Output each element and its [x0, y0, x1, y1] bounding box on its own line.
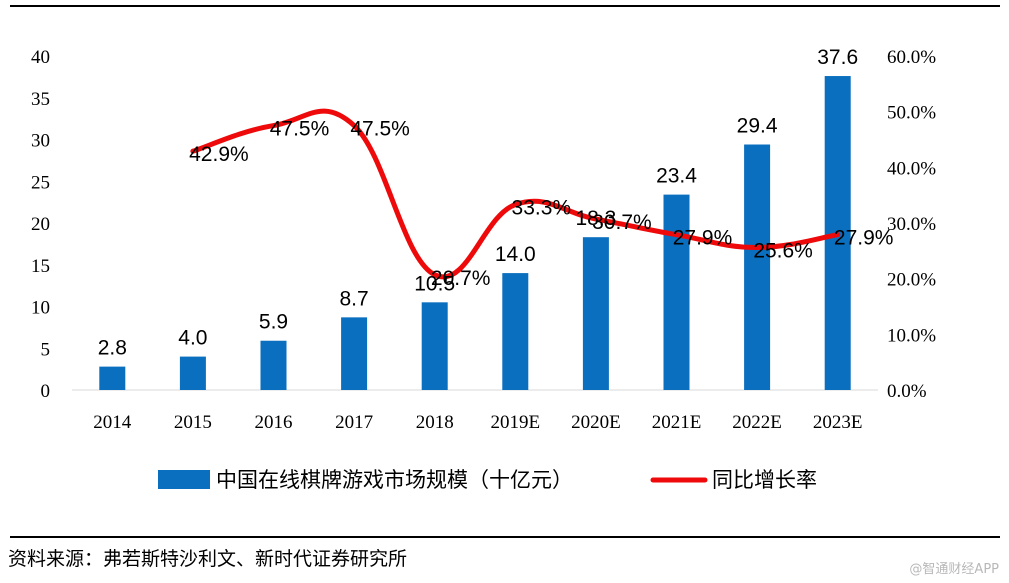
y-right-tick-label: 60.0% [887, 47, 936, 68]
legend: 中国在线棋牌游戏市场规模（十亿元） 同比增长率 [158, 468, 817, 492]
y-left-tick-label: 25 [31, 172, 50, 193]
bar-value-label: 18.3 [575, 207, 616, 230]
y-left-tick-label: 20 [31, 214, 50, 235]
x-tick-label: 2023E [813, 412, 863, 433]
growth-rate-label: 20.7% [431, 267, 491, 290]
legend-bar-swatch [158, 470, 210, 489]
y-left-tick-label: 15 [31, 256, 50, 277]
legend-bar-label: 中国在线棋牌游戏市场规模（十亿元） [216, 468, 573, 492]
bar [744, 144, 771, 390]
line-series [190, 108, 841, 280]
bar-value-label: 37.6 [817, 46, 858, 69]
bar [421, 302, 448, 390]
y-right-tick-label: 40.0% [887, 158, 936, 179]
bar [341, 317, 368, 390]
growth-rate-line [190, 108, 841, 280]
x-tick-label: 2020E [571, 412, 621, 433]
bar-value-label: 10.5 [414, 272, 455, 295]
bar-value-label: 14.0 [495, 243, 536, 266]
bar-series [99, 76, 851, 390]
x-tick-label: 2016 [255, 412, 293, 433]
bar-value-label: 4.0 [178, 327, 207, 350]
x-tick-label: 2019E [490, 412, 540, 433]
growth-rate-label: 27.9% [673, 227, 733, 250]
x-tick-label: 2021E [652, 412, 702, 433]
y-left-tick-label: 10 [31, 298, 50, 319]
axes: 0 5 10 15 20 25 30 35 40 0.0% 10.0% 20.0% 30.0% 40.0%… [31, 47, 936, 433]
growth-rate-label: 47.5% [270, 118, 330, 141]
y-left-tick-label: 30 [31, 131, 50, 152]
y-left-tick-label: 0 [41, 381, 51, 402]
x-tick-label: 2014 [93, 412, 132, 433]
watermark: @智通财经APP [909, 562, 999, 577]
growth-rate-label: 47.5% [350, 118, 410, 141]
bar [99, 366, 126, 390]
bar-value-label: 29.4 [737, 115, 778, 138]
y-right-tick-label: 0.0% [887, 381, 927, 402]
bar [663, 194, 690, 390]
y-left-tick-label: 40 [31, 47, 50, 68]
bar-value-label: 2.8 [98, 337, 127, 360]
bar [502, 273, 529, 390]
growth-rate-label: 30.7% [592, 211, 652, 234]
bar-value-label: 5.9 [259, 311, 288, 334]
y-right-tick-label: 20.0% [887, 270, 936, 291]
y-right-tick-label: 30.0% [887, 214, 936, 235]
growth-rate-label: 33.3% [512, 197, 572, 220]
legend-line-label: 同比增长率 [712, 468, 817, 492]
source-note: 资料来源：弗若斯特沙利文、新时代证券研究所 [8, 548, 408, 570]
y-left-tick-label: 5 [41, 339, 51, 360]
x-tick-label: 2022E [732, 412, 782, 433]
bar [260, 340, 287, 390]
bar-value-label: 23.4 [656, 165, 697, 188]
x-tick-label: 2017 [335, 412, 373, 433]
bar-value-label: 8.7 [339, 287, 368, 310]
x-tick-label: 2018 [416, 412, 454, 433]
bar [582, 237, 609, 390]
growth-rate-label: 42.9% [189, 143, 249, 166]
y-right-tick-label: 10.0% [887, 325, 936, 346]
data-labels: 2.8 4.0 5.9 8.7 10.5 14.0 18.3 23.4 29.4 37.6 42.9… [98, 46, 894, 360]
bar [179, 356, 206, 390]
growth-rate-label: 27.9% [834, 227, 894, 250]
y-right-tick-label: 50.0% [887, 103, 936, 124]
x-tick-label: 2015 [174, 412, 212, 433]
growth-rate-label: 25.6% [753, 239, 813, 262]
y-left-tick-label: 35 [31, 89, 50, 110]
